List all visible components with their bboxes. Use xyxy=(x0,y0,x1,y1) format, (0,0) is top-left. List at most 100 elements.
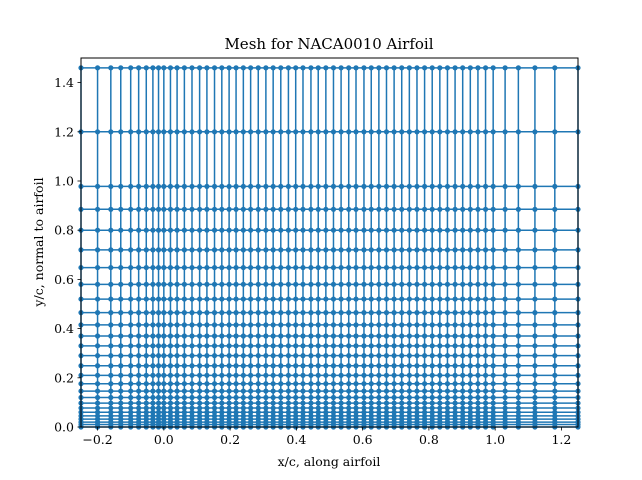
mesh-point-57-12 xyxy=(552,363,558,369)
mesh-point-20-17 xyxy=(240,310,246,316)
mesh-point-41-19 xyxy=(399,281,405,287)
mesh-point-9-18 xyxy=(161,296,167,302)
mesh-point-39-10 xyxy=(383,381,390,387)
mesh-point-16-14 xyxy=(211,343,218,349)
mesh-point-34-23 xyxy=(346,206,352,212)
mesh-point-53-22 xyxy=(490,227,496,233)
mesh-point-32-5 xyxy=(330,409,337,415)
mesh-point-5-21 xyxy=(136,247,142,253)
mesh-point-14-12 xyxy=(197,363,203,369)
mesh-point-2-13 xyxy=(108,353,114,359)
mesh-point-37-21 xyxy=(368,247,374,253)
mesh-point-29-4 xyxy=(308,413,314,419)
mesh-point-43-5 xyxy=(414,409,420,415)
mesh-point-12-8 xyxy=(181,394,187,401)
mesh-point-43-19 xyxy=(414,281,420,287)
mesh-point-47-22 xyxy=(444,227,451,233)
mesh-point-19-12 xyxy=(233,363,239,369)
mesh-point-52-22 xyxy=(482,227,489,233)
mesh-point-44-23 xyxy=(421,206,428,212)
mesh-point-7-15 xyxy=(150,333,156,339)
x-tick-label: 0.2 xyxy=(220,432,240,447)
mesh-point-18-4 xyxy=(226,413,232,419)
mesh-point-24-22 xyxy=(270,227,276,233)
mesh-point-13-5 xyxy=(189,409,195,415)
mesh-point-19-22 xyxy=(233,227,239,233)
mesh-point-40-24 xyxy=(391,183,397,190)
mesh-point-14-11 xyxy=(197,372,203,378)
mesh-point-11-14 xyxy=(174,343,180,349)
mesh-point-15-12 xyxy=(204,363,210,369)
mesh-point-37-20 xyxy=(368,264,374,271)
mesh-point-50-13 xyxy=(467,353,473,359)
mesh-point-49-10 xyxy=(460,381,466,387)
mesh-point-4-7 xyxy=(128,400,134,406)
mesh-point-55-11 xyxy=(515,372,521,378)
mesh-point-31-11 xyxy=(323,372,329,378)
mesh-point-54-7 xyxy=(502,400,508,406)
mesh-point-52-7 xyxy=(482,400,489,406)
mesh-point-45-11 xyxy=(429,372,435,378)
mesh-point-19-20 xyxy=(233,264,239,271)
mesh-point-12-9 xyxy=(181,388,187,394)
mesh-point-29-23 xyxy=(308,206,314,212)
mesh-point-40-22 xyxy=(391,227,397,233)
mesh-point-30-24 xyxy=(315,183,321,190)
mesh-point-8-22 xyxy=(155,227,162,233)
mesh-point-21-20 xyxy=(248,264,254,271)
mesh-point-52-5 xyxy=(482,409,489,415)
mesh-point-39-7 xyxy=(383,400,390,406)
mesh-point-44-8 xyxy=(421,394,428,401)
mesh-point-32-20 xyxy=(330,264,337,271)
mesh-point-53-13 xyxy=(490,353,496,359)
mesh-point-37-6 xyxy=(368,405,374,411)
mesh-point-50-17 xyxy=(467,310,473,316)
mesh-point-22-19 xyxy=(255,281,261,287)
mesh-point-26-26 xyxy=(285,65,292,71)
mesh-point-8-21 xyxy=(155,247,162,253)
mesh-point-47-10 xyxy=(444,381,451,387)
mesh-point-29-22 xyxy=(308,227,314,233)
mesh-point-21-26 xyxy=(248,65,254,71)
mesh-point-43-6 xyxy=(414,405,420,411)
mesh-point-54-24 xyxy=(502,183,508,190)
mesh-point-42-14 xyxy=(406,343,412,349)
mesh-point-43-26 xyxy=(414,65,420,71)
mesh-point-40-14 xyxy=(391,343,397,349)
mesh-point-12-15 xyxy=(181,333,187,339)
mesh-point-24-25 xyxy=(270,129,276,135)
mesh-point-15-11 xyxy=(204,372,210,378)
mesh-point-20-21 xyxy=(240,247,246,253)
mesh-point-29-26 xyxy=(308,65,314,71)
mesh-point-10-24 xyxy=(167,183,174,190)
mesh-point-37-26 xyxy=(368,65,374,71)
mesh-point-28-23 xyxy=(300,206,306,212)
mesh-point-20-22 xyxy=(240,227,246,233)
mesh-point-6-15 xyxy=(143,333,149,339)
mesh-point-50-14 xyxy=(467,343,473,349)
mesh-point-13-9 xyxy=(189,388,195,394)
mesh-point-25-10 xyxy=(278,381,284,387)
mesh-point-34-5 xyxy=(346,409,352,415)
mesh-point-42-19 xyxy=(406,281,412,287)
mesh-point-16-11 xyxy=(211,372,218,378)
mesh-point-5-15 xyxy=(136,333,142,339)
mesh-point-8-26 xyxy=(155,65,162,71)
mesh-point-45-14 xyxy=(429,343,435,349)
mesh-point-47-13 xyxy=(444,353,451,359)
mesh-point-12-20 xyxy=(181,264,187,271)
mesh-point-30-22 xyxy=(315,227,321,233)
mesh-point-46-17 xyxy=(437,310,443,316)
mesh-point-46-16 xyxy=(437,322,443,328)
mesh-point-53-18 xyxy=(490,296,496,302)
mesh-point-12-21 xyxy=(181,247,187,253)
mesh-point-28-16 xyxy=(300,322,306,328)
mesh-point-38-18 xyxy=(376,296,382,302)
mesh-point-1-20 xyxy=(94,264,101,271)
mesh-point-39-19 xyxy=(383,281,390,287)
mesh-point-24-16 xyxy=(270,322,276,328)
mesh-point-37-16 xyxy=(368,322,374,328)
mesh-point-7-21 xyxy=(150,247,156,253)
mesh-point-29-8 xyxy=(308,394,314,401)
mesh-point-21-7 xyxy=(248,400,254,406)
